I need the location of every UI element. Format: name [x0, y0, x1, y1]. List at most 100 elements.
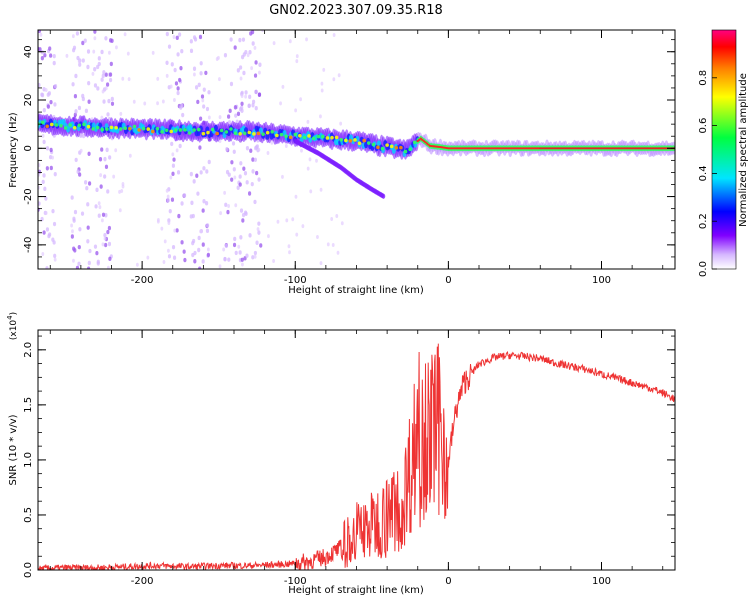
spectrogram-noise-cell [104, 164, 109, 170]
spectrogram-peak-cell [298, 133, 302, 138]
spectrogram-noise-cell [255, 240, 259, 245]
spectrogram-noise-cell [222, 247, 226, 252]
spectrogram-noise-cell [227, 114, 231, 119]
spectrogram-noise-cell [219, 211, 223, 216]
spectrogram-noise-cell [170, 141, 174, 147]
spectrogram-noise-cell [195, 173, 199, 178]
spectrogram-noise-cell [319, 261, 323, 266]
spectrogram-noise-cell [103, 236, 107, 241]
spectrogram-peak-cell [82, 122, 86, 127]
spectrogram-noise-cell [300, 148, 303, 153]
spectrogram-core-cell [308, 136, 313, 143]
spectrogram-peak-cell [164, 128, 169, 133]
spectrogram-peak-cell [357, 141, 362, 146]
spectrogram-noise-cell [205, 228, 210, 234]
spectrogram-noise-cell [75, 265, 80, 269]
spectrogram-noise-cell [245, 146, 250, 151]
spectrogram-noise-cell [182, 249, 186, 254]
spectrogram-noise-cell [236, 185, 240, 190]
spectrogram-noise-cell [106, 229, 110, 235]
spectrogram-peak-cell [63, 126, 68, 130]
spectrogram-noise-cell [100, 49, 104, 55]
spectrogram-noise-cell [43, 186, 47, 192]
spectrogram-noise-cell [167, 221, 171, 226]
spectrogram-noise-cell [199, 61, 203, 66]
spectrogram-noise-cell [199, 229, 203, 234]
spectrogram-noise-cell [99, 173, 103, 178]
spectrogram-noise-cell [251, 41, 255, 46]
spectrogram-noise-cell [87, 80, 91, 86]
spectrogram-noise-cell [39, 32, 43, 37]
spectrogram-noise-cell [107, 98, 111, 104]
spectrogram-peak-cell [247, 130, 252, 135]
spectrogram-noise-cell [228, 108, 232, 114]
spectrogram-noise-cell [270, 140, 274, 145]
spectrogram-noise-cell [46, 104, 50, 109]
spectrogram-noise-cell [204, 70, 208, 76]
spectrogram-noise-cell [243, 171, 248, 176]
spectrogram-peak-cell [114, 125, 118, 130]
spectrogram-peak-cell [54, 123, 59, 127]
spectrogram-noise-cell [196, 191, 200, 196]
spectrogram-noise-cell [83, 38, 87, 43]
spectrogram-noise-cell [326, 242, 330, 247]
spectrogram-noise-cell [65, 53, 69, 58]
spectrogram-peak-cell [40, 120, 45, 125]
spectrogram-noise-cell [49, 53, 53, 58]
spectrogram-noise-cell [42, 108, 46, 113]
spectrogram-peak-cell [68, 123, 72, 127]
spectrogram-noise-cell [110, 96, 114, 102]
spectrogram-noise-cell [253, 199, 257, 205]
spectrogram-noise-cell [47, 91, 52, 96]
spectrogram-noise-cell [244, 94, 248, 99]
spectrogram-noise-cell [73, 248, 77, 253]
colorbar: 0.0 0.2 0.4 0.6 0.8 Normalized spectral ampl… [698, 29, 749, 277]
spectrogram-noise-cell [81, 96, 85, 102]
spectrogram-noise-cell [169, 175, 173, 180]
spectrogram-y-tick-label: 0 [23, 145, 34, 151]
spectrogram-noise-cell [41, 179, 45, 185]
spectrogram-noise-cell [45, 166, 49, 171]
spectrogram-noise-cell [40, 216, 44, 222]
spectrogram-noise-cell [234, 113, 238, 118]
spectrogram-noise-cell [240, 108, 244, 113]
spectrogram-noise-cell [167, 44, 172, 49]
spectrogram-peak-cell [256, 131, 261, 136]
spectrogram-noise-cell [251, 169, 255, 174]
spectrogram-noise-cell [86, 64, 90, 70]
spectrogram-noise-cell [175, 35, 179, 41]
spectrogram-noise-cell [227, 172, 231, 177]
spectrogram-noise-cell [87, 266, 91, 269]
spectrogram-noise-cell [236, 111, 241, 117]
spectrogram-noise-cell [234, 203, 238, 208]
spectrogram-noise-cell [226, 209, 230, 215]
spectrogram-noise-cell [49, 99, 53, 105]
spectrogram-noise-cell [70, 234, 74, 239]
spectrogram-noise-cell [207, 90, 211, 95]
spectrogram-peak-cell [219, 128, 224, 133]
spectrogram-noise-cell [108, 72, 113, 77]
spectrogram-noise-cell [100, 218, 104, 223]
spectrogram-noise-cell [38, 47, 42, 52]
spectrogram-noise-cell [247, 191, 252, 196]
spectrogram-peak-cell [146, 127, 151, 131]
snr-panel: -200 -100 0 100 0.0 0.5 1.0 1.5 2.0 Height of st… [6, 312, 676, 596]
spectrogram-noise-cell [97, 56, 101, 61]
spectrogram-peak-cell [160, 130, 164, 134]
spectrogram-peak-cell [109, 125, 114, 130]
spectrogram-noise-cell [201, 242, 205, 247]
spectrogram-noise-cell [103, 156, 107, 162]
spectrogram-noise-cell [161, 99, 165, 104]
spectrogram-noise-cell [73, 209, 78, 215]
spectrogram-peak-cell [265, 130, 270, 135]
spectrogram-noise-cell [41, 133, 45, 138]
spectrogram-noise-cell [73, 94, 78, 99]
spectrogram-noise-cell [91, 71, 95, 76]
spectrogram-noise-cell [230, 160, 234, 165]
spectrogram-noise-cell [244, 49, 248, 55]
spectrogram-noise-cell [305, 37, 308, 42]
spectrogram-noise-cell [175, 148, 179, 153]
spectrogram-noise-cell [49, 147, 53, 153]
spectrogram-noise-cell [253, 157, 257, 163]
